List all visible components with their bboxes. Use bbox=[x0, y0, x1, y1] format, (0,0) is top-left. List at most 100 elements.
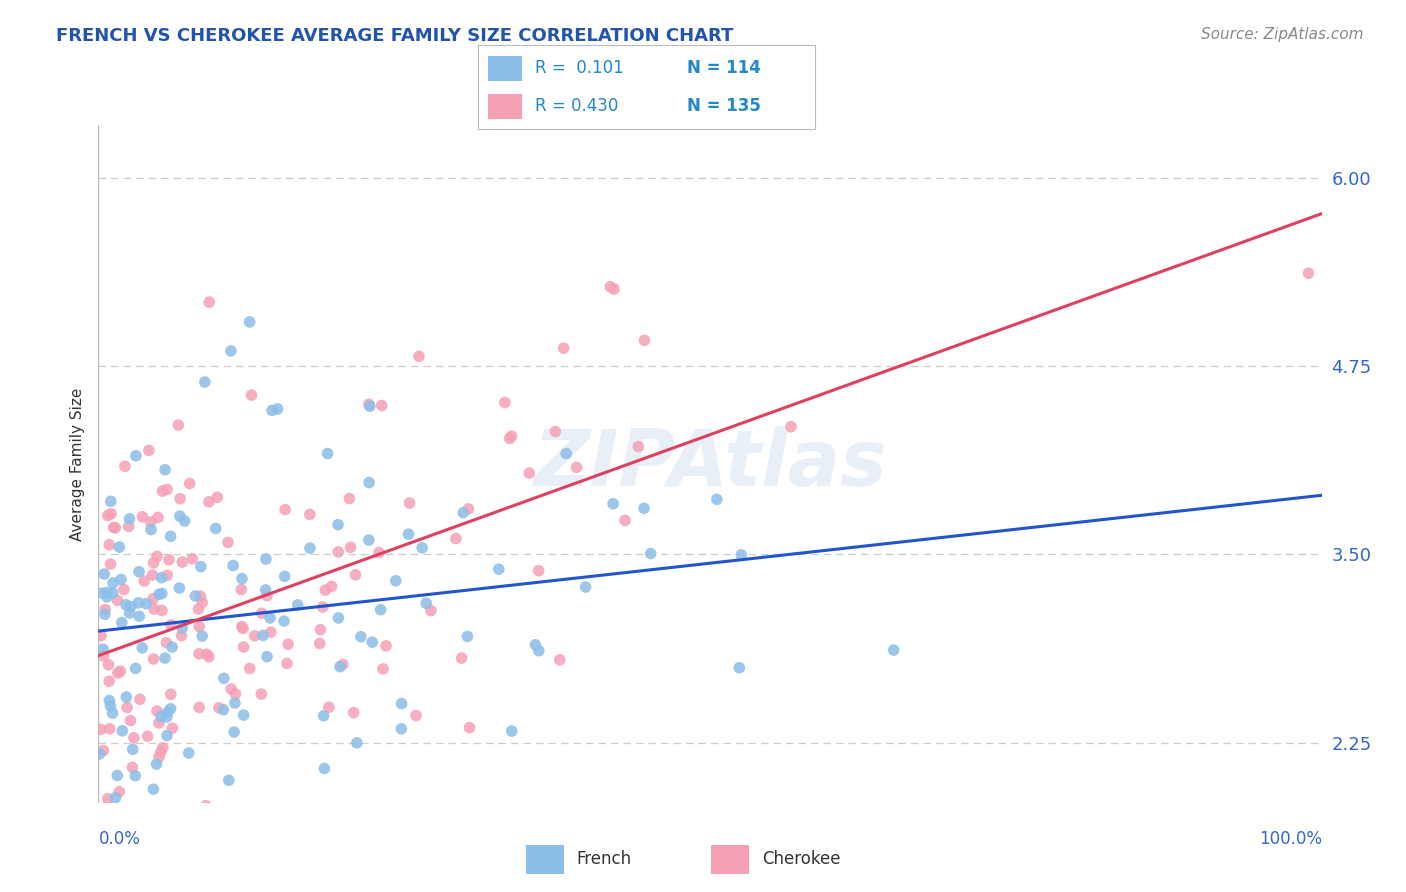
Point bbox=[156, 706, 179, 720]
Point bbox=[359, 399, 381, 413]
Point bbox=[450, 651, 472, 665]
Point bbox=[276, 657, 298, 671]
Point bbox=[204, 521, 226, 535]
Point bbox=[100, 507, 122, 521]
Point bbox=[329, 659, 352, 673]
Point bbox=[97, 508, 120, 523]
Point bbox=[398, 527, 420, 541]
Point bbox=[633, 334, 655, 348]
Point bbox=[98, 722, 121, 736]
Point bbox=[143, 602, 166, 616]
Point bbox=[177, 854, 200, 868]
Point bbox=[517, 466, 540, 480]
Point bbox=[93, 648, 115, 663]
Point bbox=[254, 582, 277, 597]
Point bbox=[111, 723, 134, 738]
Point bbox=[173, 514, 195, 528]
Point bbox=[357, 533, 380, 548]
Point bbox=[120, 714, 142, 728]
Point bbox=[384, 574, 406, 588]
Point bbox=[118, 519, 141, 533]
Point bbox=[91, 642, 114, 657]
Point bbox=[217, 535, 239, 549]
Point bbox=[553, 341, 575, 355]
Point bbox=[730, 548, 752, 562]
Point bbox=[188, 700, 211, 714]
Point bbox=[1298, 266, 1320, 280]
Point bbox=[212, 703, 235, 717]
Point bbox=[312, 600, 335, 615]
Point bbox=[131, 509, 153, 524]
Point bbox=[262, 403, 284, 417]
Point bbox=[328, 611, 350, 625]
Point bbox=[120, 599, 142, 614]
Point bbox=[232, 622, 254, 636]
Point bbox=[219, 343, 242, 358]
Point bbox=[370, 603, 392, 617]
Point bbox=[219, 681, 242, 696]
Point bbox=[139, 523, 162, 537]
Point bbox=[250, 687, 273, 701]
Point bbox=[89, 747, 111, 761]
Point bbox=[110, 664, 132, 678]
Point bbox=[194, 798, 217, 813]
Text: FRENCH VS CHEROKEE AVERAGE FAMILY SIZE CORRELATION CHART: FRENCH VS CHEROKEE AVERAGE FAMILY SIZE C… bbox=[56, 27, 734, 45]
Point bbox=[98, 538, 121, 552]
Point bbox=[344, 567, 367, 582]
Point bbox=[370, 399, 392, 413]
Text: Source: ZipAtlas.com: Source: ZipAtlas.com bbox=[1201, 27, 1364, 42]
Point bbox=[357, 397, 380, 411]
Point bbox=[398, 496, 420, 510]
Point bbox=[527, 564, 550, 578]
Point bbox=[118, 512, 141, 526]
Text: French: French bbox=[576, 849, 631, 868]
Point bbox=[298, 508, 321, 522]
Point bbox=[318, 700, 340, 714]
Point bbox=[138, 443, 160, 458]
Point bbox=[314, 762, 336, 776]
Point bbox=[100, 698, 122, 713]
Point bbox=[555, 446, 578, 460]
Point bbox=[231, 619, 253, 633]
Point bbox=[128, 609, 150, 624]
Point bbox=[146, 704, 169, 718]
Point bbox=[706, 492, 728, 507]
Point bbox=[883, 643, 905, 657]
Point bbox=[134, 574, 156, 588]
Point bbox=[159, 529, 181, 543]
Point bbox=[146, 510, 169, 524]
Point bbox=[224, 696, 246, 710]
Point bbox=[256, 649, 278, 664]
Point bbox=[111, 615, 134, 630]
Point bbox=[108, 785, 131, 799]
Point bbox=[103, 520, 125, 534]
Point bbox=[780, 419, 803, 434]
Point bbox=[107, 593, 129, 607]
Point bbox=[152, 484, 174, 499]
Point bbox=[339, 491, 361, 506]
Point bbox=[444, 532, 467, 546]
Point bbox=[405, 708, 427, 723]
Point bbox=[156, 729, 179, 743]
Point bbox=[94, 602, 117, 616]
Text: Cherokee: Cherokee bbox=[762, 849, 841, 868]
Point bbox=[375, 639, 398, 653]
Point bbox=[162, 721, 184, 735]
Point bbox=[260, 625, 283, 640]
Point bbox=[332, 657, 354, 672]
Point bbox=[142, 652, 165, 666]
Point bbox=[408, 350, 430, 364]
Point bbox=[287, 598, 309, 612]
FancyBboxPatch shape bbox=[488, 55, 522, 81]
Point bbox=[96, 585, 118, 599]
Point bbox=[298, 541, 321, 556]
Point bbox=[115, 598, 138, 612]
Point bbox=[150, 603, 173, 617]
Point bbox=[190, 559, 212, 574]
Point bbox=[153, 463, 176, 477]
Point bbox=[156, 710, 179, 724]
Point bbox=[207, 490, 229, 504]
Point bbox=[239, 315, 262, 329]
Point bbox=[603, 282, 626, 296]
Point bbox=[115, 690, 138, 704]
